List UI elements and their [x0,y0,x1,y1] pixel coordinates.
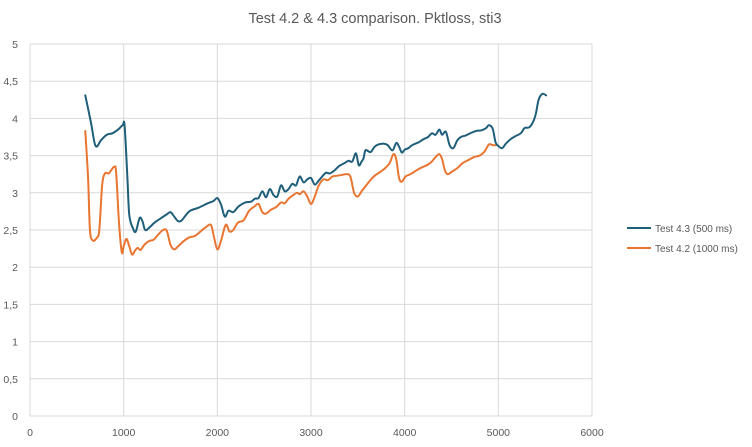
y-tick-label: 4 [12,113,18,125]
legend-label-test-4-2: Test 4.2 (1000 ms) [655,244,738,255]
x-tick-label: 0 [27,427,33,439]
y-tick-label: 2 [12,262,18,274]
legend: Test 4.3 (500 ms) Test 4.2 (1000 ms) [627,224,738,255]
y-tick-label: 2,5 [3,225,18,237]
legend-label-test-4-3: Test 4.3 (500 ms) [655,224,732,235]
y-tick-label: 3 [12,188,18,200]
chart-title: Test 4.2 & 4.3 comparison. Pktloss, sti3 [248,11,501,27]
x-axis-tick-labels: 0 1000 2000 3000 4000 5000 6000 [27,427,604,439]
y-tick-label: 1 [12,337,18,349]
x-tick-label: 5000 [487,427,511,439]
x-tick-label: 2000 [206,427,230,439]
y-tick-label: 0,5 [3,374,18,386]
y-tick-label: 4,5 [3,76,18,88]
grid [29,43,593,417]
y-tick-label: 3,5 [3,151,18,163]
x-tick-label: 3000 [299,427,323,439]
y-tick-label: 0 [12,411,18,423]
x-tick-label: 4000 [393,427,417,439]
x-tick-label: 6000 [580,427,604,439]
series-line-test-4-2 [84,130,498,256]
series-line-test-4-3 [84,92,548,234]
series-lines [84,92,548,256]
x-tick-label: 1000 [112,427,136,439]
y-tick-label: 1,5 [3,299,18,311]
y-axis-tick-labels: 0 0,5 1 1,5 2 2,5 3 3,5 4 4,5 5 [3,39,18,423]
y-tick-label: 5 [12,39,18,51]
